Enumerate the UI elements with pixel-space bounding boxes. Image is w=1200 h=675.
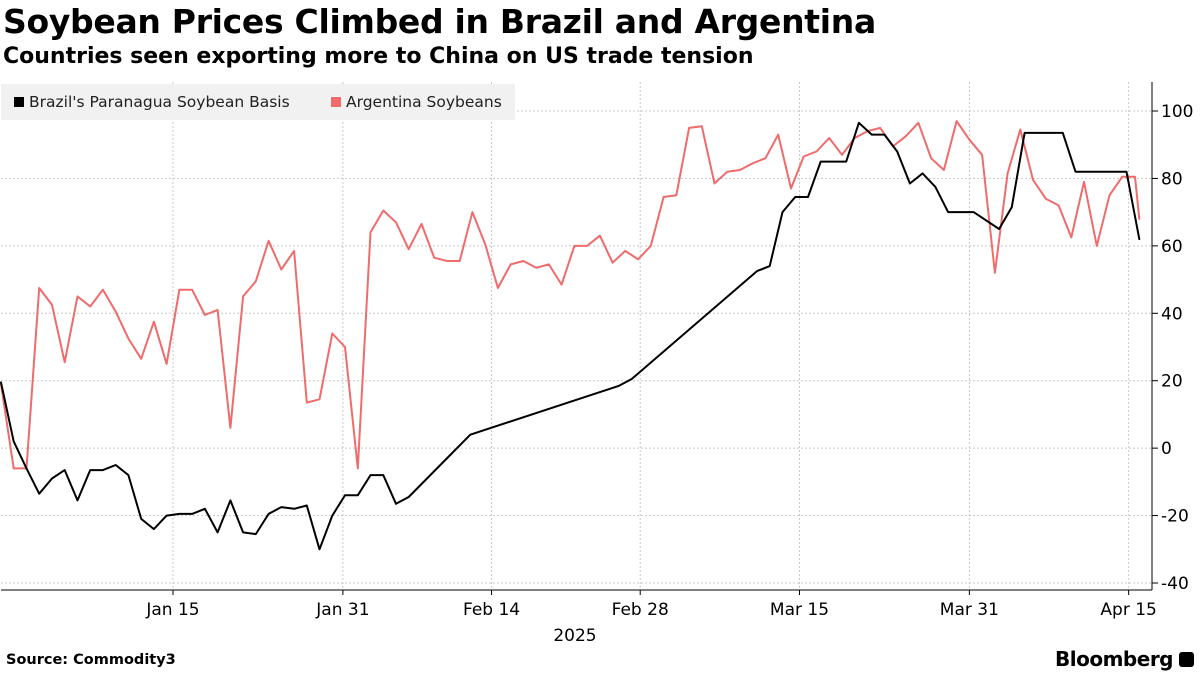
bloomberg-logo: Bloomberg — [1055, 647, 1194, 671]
legend-item-argentina: Argentina Soybeans — [331, 93, 502, 111]
legend-label-brazil: Brazil's Paranagua Soybean Basis — [29, 93, 290, 111]
legend-swatch-brazil — [14, 97, 24, 107]
y-tick-label: 100 — [1161, 102, 1193, 122]
axes: -40 -20 0 20 40 60 80 100 Jan 15 Jan 31 Feb 14 Feb … — [1, 82, 1193, 646]
y-tick-label: 0 — [1161, 439, 1172, 459]
series-line-argentina — [0, 120, 1141, 470]
legend-item-brazil: Brazil's Paranagua Soybean Basis — [14, 93, 290, 111]
y-tick-label: 20 — [1161, 372, 1183, 392]
x-tick-label: Apr 15 — [1100, 600, 1156, 620]
x-axis-label: 2025 — [553, 626, 596, 646]
bloomberg-wordmark: Bloomberg — [1055, 647, 1173, 671]
bloomberg-terminal-icon — [1179, 652, 1194, 667]
chart-title: Soybean Prices Climbed in Brazil and Arg… — [3, 2, 876, 41]
x-tick-label: Jan 15 — [145, 600, 199, 620]
x-tick-label: Mar 15 — [770, 600, 829, 620]
y-tick-label: 60 — [1161, 237, 1183, 257]
source-note: Source: Commodity3 — [6, 652, 176, 668]
x-tick-label: Feb 14 — [463, 600, 520, 620]
series-lines — [0, 120, 1141, 551]
legend-swatch-argentina — [331, 97, 341, 107]
x-tick-label: Feb 28 — [612, 600, 669, 620]
y-tick-label: 80 — [1161, 169, 1183, 189]
series-line-brazil — [0, 121, 1141, 551]
x-tick-label: Jan 31 — [315, 600, 369, 620]
y-tick-label: 40 — [1161, 304, 1183, 324]
legend: Brazil's Paranagua Soybean Basis Argenti… — [1, 84, 515, 120]
x-tick-label: Mar 31 — [940, 600, 999, 620]
y-tick-label: -40 — [1161, 574, 1189, 594]
legend-label-argentina: Argentina Soybeans — [346, 93, 502, 111]
y-tick-label: -20 — [1161, 507, 1189, 527]
chart-subtitle: Countries seen exporting more to China o… — [3, 44, 754, 69]
